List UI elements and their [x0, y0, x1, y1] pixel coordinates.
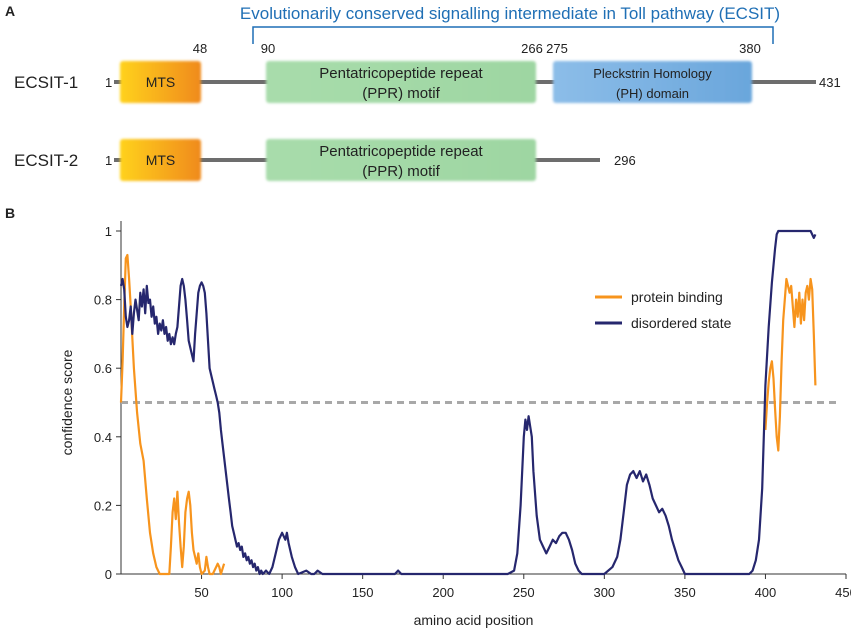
- protein-name: ECSIT-1: [14, 73, 78, 92]
- protein-ecsit-1: ECSIT-1 1 431 MTS Pentatricopeptide repeat (P…: [14, 41, 841, 103]
- ppr-domain-label-line: (PPR) motif: [362, 85, 440, 102]
- protein-ecsit-2: ECSIT-2 1 296 MTS Pentatricopeptide repeat (P…: [14, 139, 636, 181]
- legend-label: protein binding: [631, 289, 723, 305]
- y-tick-label: 1: [105, 224, 112, 239]
- series-line-disordered-state: [119, 229, 817, 576]
- y-axis-label: confidence score: [59, 349, 75, 455]
- mts-domain-box: [120, 61, 201, 103]
- domain-boundary-label: 90: [261, 41, 275, 56]
- domain-boundary-label: 380: [739, 41, 761, 56]
- mts-domain-label: MTS: [146, 74, 176, 90]
- x-tick-label: 200: [432, 585, 454, 600]
- end-position-label: 296: [614, 153, 636, 168]
- series-line-protein-binding: [764, 277, 817, 452]
- chart-legend: protein binding disordered state: [595, 289, 732, 331]
- x-tick-label: 450: [835, 585, 851, 600]
- ppr-domain-label-line: (PPR) motif: [362, 163, 440, 180]
- protein-name: ECSIT-2: [14, 151, 78, 170]
- mts-domain-box: [120, 139, 201, 181]
- x-tick-label: 250: [513, 585, 535, 600]
- domain-boundary-label: 266: [521, 41, 543, 56]
- x-tick-label: 50: [194, 585, 208, 600]
- ecsit-bracket-title: Evolutionarily conserved signalling inte…: [240, 4, 780, 23]
- domain-boundary-label: 275: [546, 41, 568, 56]
- y-tick-label: 0.8: [94, 293, 112, 308]
- ppr-domain-box: [266, 139, 536, 181]
- ph-domain-label-line: Pleckstrin Homology: [593, 66, 712, 81]
- start-position-label: 1: [105, 153, 112, 168]
- ecsit-bracket: [252, 26, 774, 44]
- x-tick-label: 350: [674, 585, 696, 600]
- x-tick-label: 100: [271, 585, 293, 600]
- y-tick-label: 0.2: [94, 498, 112, 513]
- x-tick-label: 300: [593, 585, 615, 600]
- panel-b-label: B: [5, 205, 15, 221]
- series-line-protein-binding: [119, 253, 226, 576]
- domain-boundary-label: 48: [193, 41, 207, 56]
- legend-label: disordered state: [631, 315, 732, 331]
- ph-domain-label-line: (PH) domain: [616, 86, 689, 101]
- panel-a-label: A: [5, 3, 15, 19]
- end-position-label: 431: [819, 75, 841, 90]
- x-axis-label: amino acid position: [414, 612, 534, 628]
- confidence-score-chart: 50 100 150 200 250 300 350 400 450 0 0.2 0.4 0.6 0.8 1…: [59, 221, 851, 628]
- protein-domain-diagrams: ECSIT-1 1 431 MTS Pentatricopeptide repeat (P…: [14, 41, 841, 181]
- y-tick-label: 0.4: [94, 430, 112, 445]
- ppr-domain-label-line: Pentatricopeptide repeat: [319, 143, 483, 160]
- ph-domain-box: [553, 61, 752, 103]
- mts-domain-label: MTS: [146, 152, 176, 168]
- x-tick-label: 400: [755, 585, 777, 600]
- x-tick-label: 150: [352, 585, 374, 600]
- start-position-label: 1: [105, 75, 112, 90]
- y-tick-label: 0.6: [94, 361, 112, 376]
- ppr-domain-box: [266, 61, 536, 103]
- ppr-domain-label-line: Pentatricopeptide repeat: [319, 65, 483, 82]
- y-tick-label: 0: [105, 567, 112, 582]
